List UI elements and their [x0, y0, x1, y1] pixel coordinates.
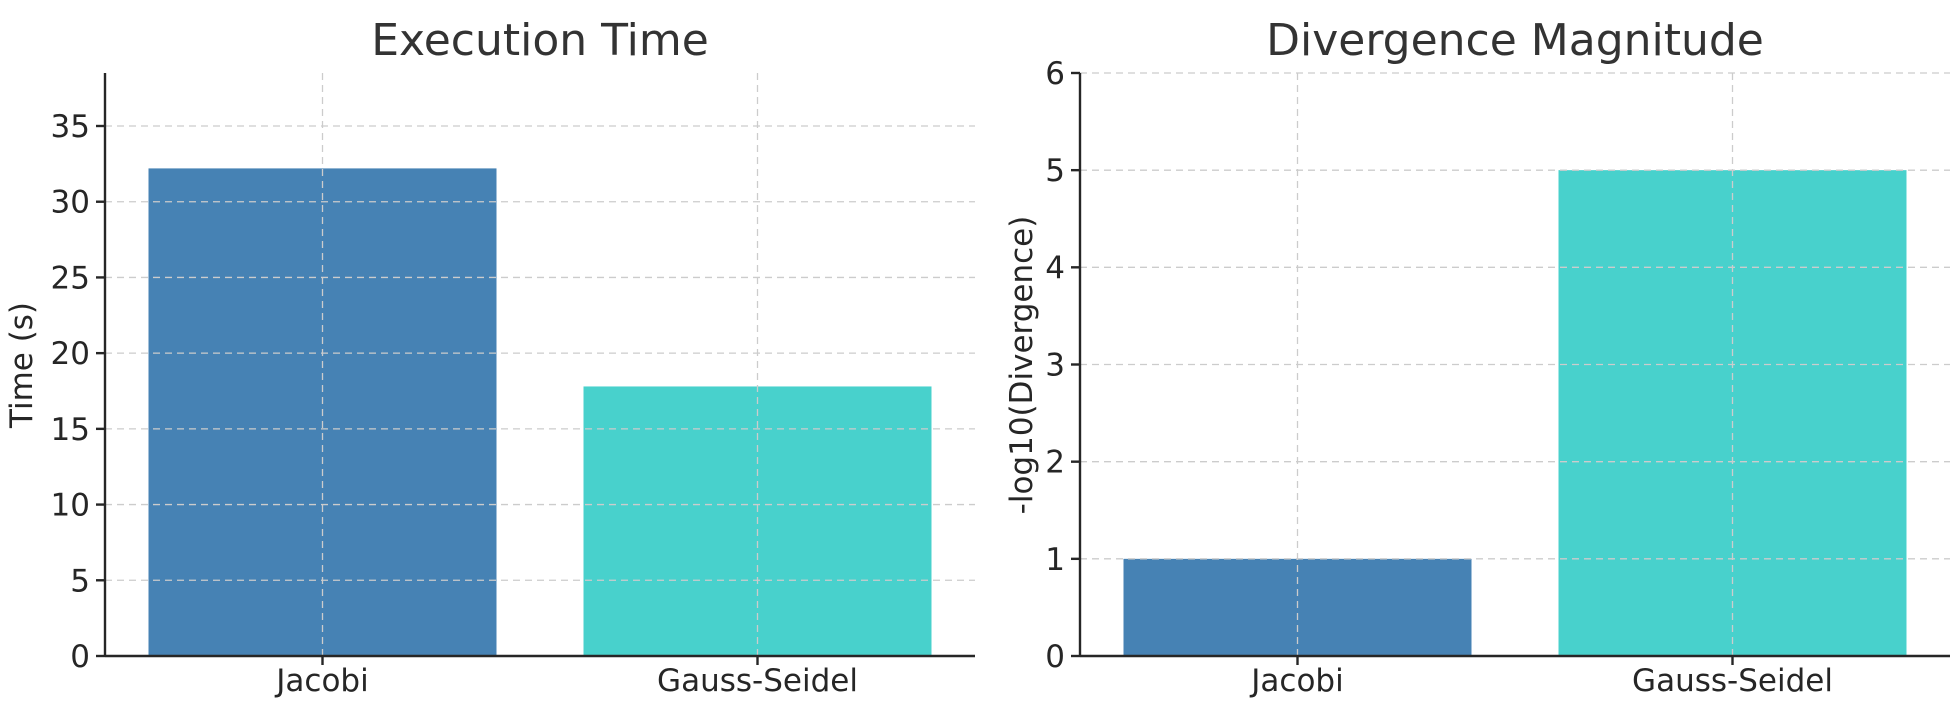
y-tick-label: 0 [70, 639, 90, 675]
chart-execution-time: Execution Time Time (s) 0 5 10 15 20 25 30 35 Ja… [4, 15, 975, 699]
y-axis-label: -log10(Divergence) [1004, 216, 1040, 515]
y-tick-label: 6 [1045, 56, 1065, 92]
y-axis-label: Time (s) [4, 302, 40, 429]
y-tick-label: 20 [51, 336, 90, 372]
plot-area: 0 1 2 3 4 5 6 Jacobi Gauss-Seidel [1045, 56, 1950, 699]
y-tick-label: 0 [1045, 639, 1065, 675]
y-tick-label: 2 [1045, 445, 1065, 481]
chart-divergence-magnitude: Divergence Magnitude -log10(Divergence) … [1004, 15, 1950, 699]
y-tick-label: 25 [51, 260, 90, 296]
y-tick-label: 5 [70, 563, 90, 599]
x-tick-label: Gauss-Seidel [1632, 663, 1833, 699]
y-tick-label: 15 [51, 412, 90, 448]
y-tick-label: 10 [51, 488, 90, 524]
y-tick-label: 30 [51, 185, 90, 221]
x-tick-label: Jacobi [1249, 663, 1343, 699]
x-tick-label: Jacobi [274, 663, 368, 699]
plot-area: 0 5 10 15 20 25 30 35 Jacobi Gauss-Seidel [51, 73, 975, 699]
y-tick-label: 4 [1045, 250, 1065, 286]
chart-title: Divergence Magnitude [1266, 15, 1764, 66]
y-tick-label: 1 [1045, 542, 1065, 578]
y-tick-label: 3 [1045, 348, 1065, 384]
x-tick-label: Gauss-Seidel [657, 663, 858, 699]
chart-title: Execution Time [371, 15, 709, 66]
y-tick-label: 5 [1045, 153, 1065, 189]
y-tick-label: 35 [51, 109, 90, 145]
